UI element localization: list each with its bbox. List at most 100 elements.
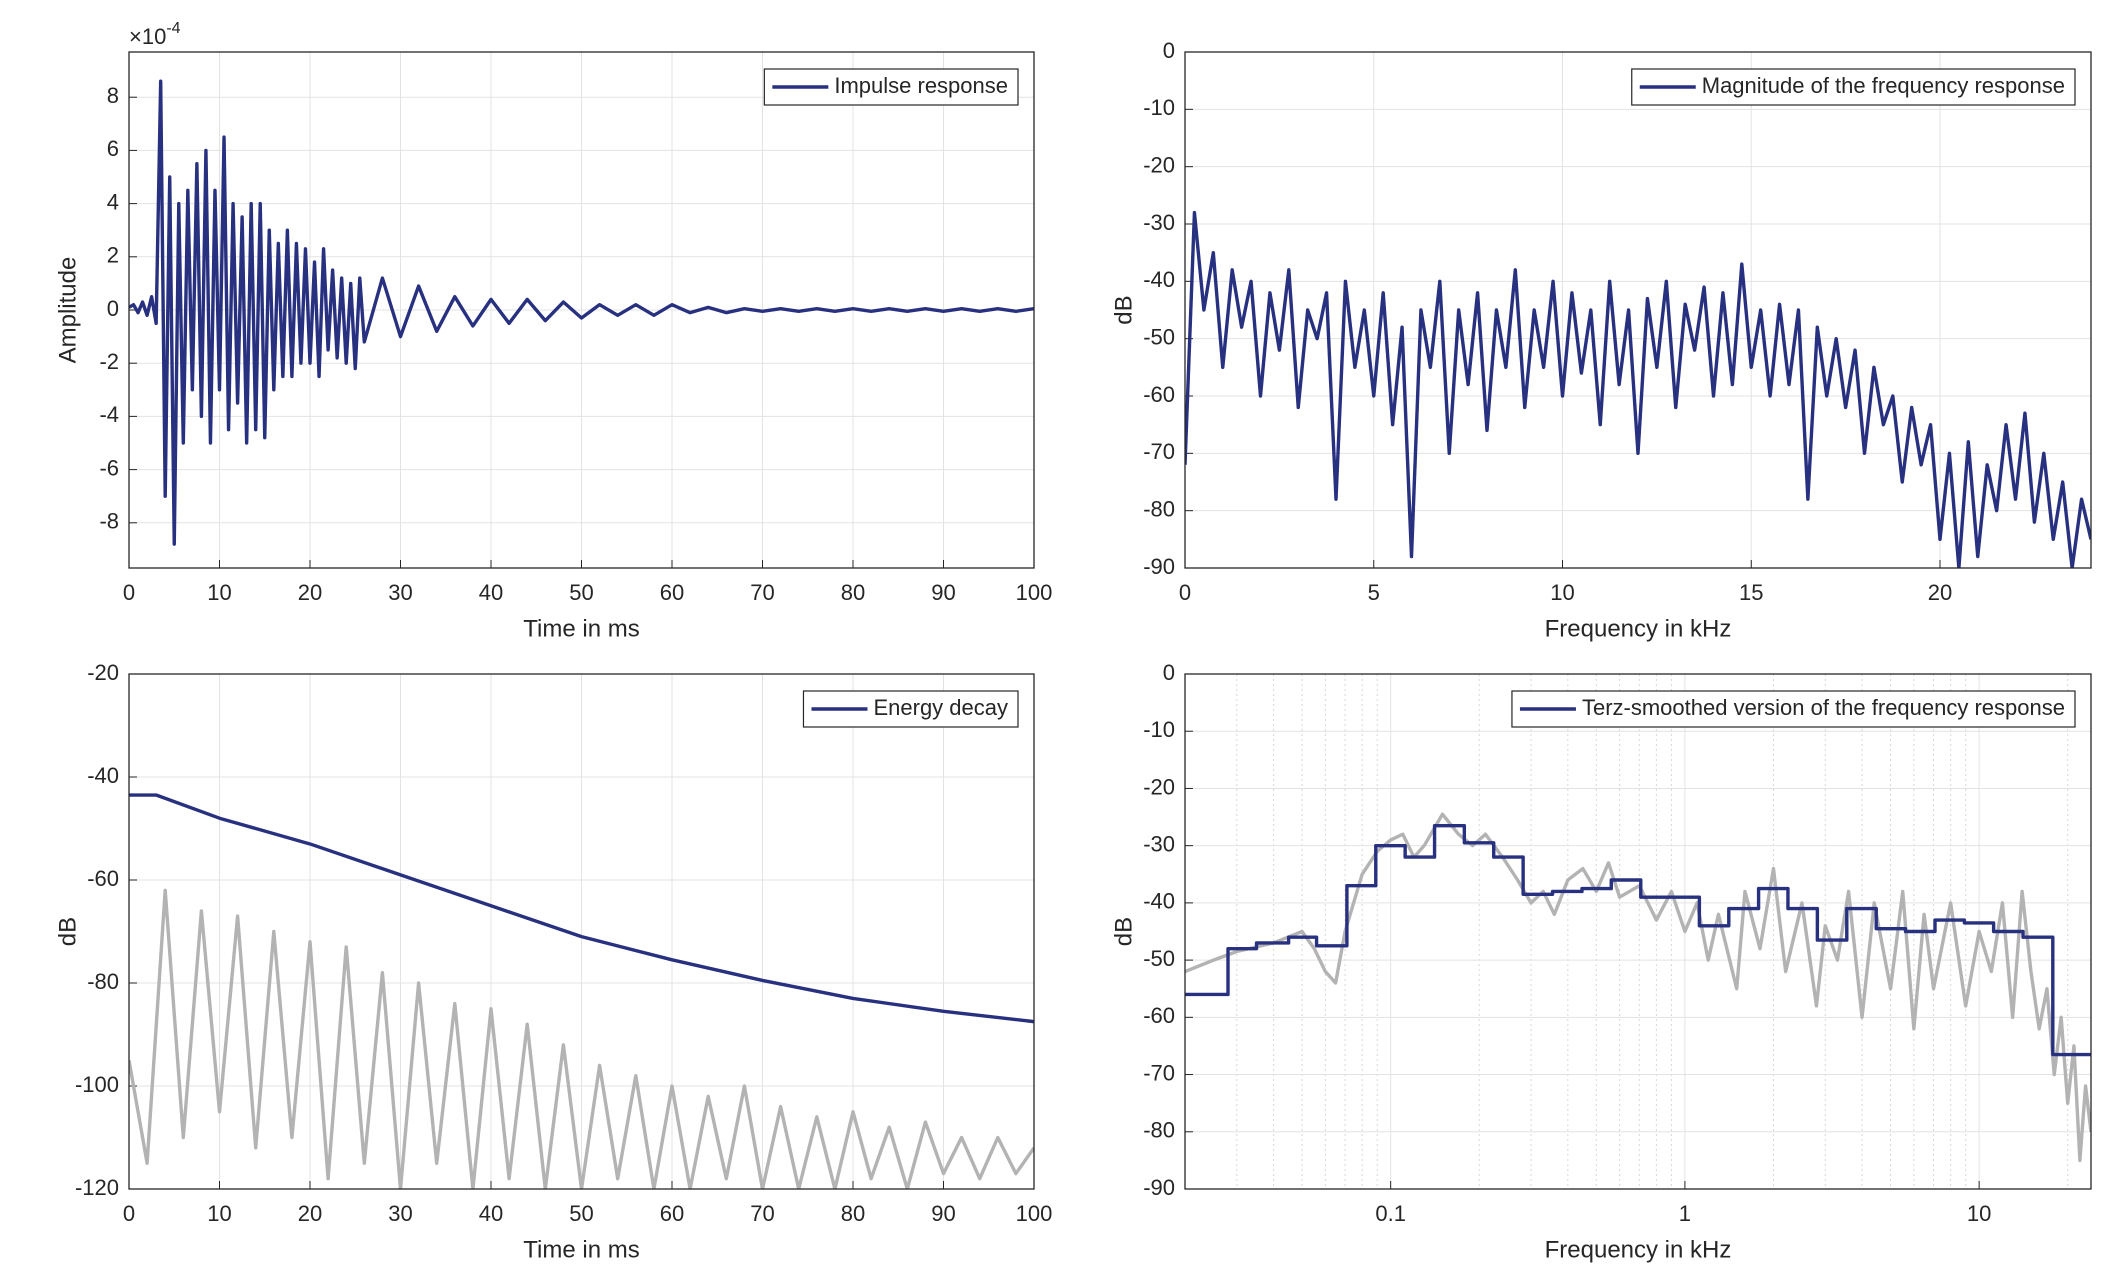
x-tick-label: 15 bbox=[1739, 580, 1763, 605]
x-tick-label: 90 bbox=[931, 1201, 955, 1226]
y-tick-label: -2 bbox=[99, 349, 119, 374]
x-tick-label: 20 bbox=[1928, 580, 1952, 605]
legend-label: Magnitude of the frequency response bbox=[1702, 73, 2065, 98]
x-tick-label: 70 bbox=[750, 580, 774, 605]
x-tick-label: 50 bbox=[569, 1201, 593, 1226]
x-tick-label: 10 bbox=[1550, 580, 1574, 605]
y-tick-label: -80 bbox=[1143, 496, 1175, 521]
y-tick-label: -40 bbox=[1143, 267, 1175, 292]
y-tick-label: -90 bbox=[1143, 554, 1175, 579]
y-tick-label: -80 bbox=[1143, 1118, 1175, 1143]
x-tick-label: 60 bbox=[660, 1201, 684, 1226]
axes-frame bbox=[128, 51, 1035, 569]
y-tick-label: 6 bbox=[107, 136, 119, 161]
legend: Energy decay bbox=[802, 690, 1019, 728]
y-tick-label: -30 bbox=[1143, 831, 1175, 856]
legend-box bbox=[1631, 68, 2076, 106]
legend: Magnitude of the frequency response bbox=[1631, 68, 2076, 106]
x-tick-label: 40 bbox=[479, 1201, 503, 1226]
x-tick-label: 50 bbox=[569, 580, 593, 605]
axes-frame bbox=[1184, 51, 2092, 569]
y-tick-label: 0 bbox=[1163, 38, 1175, 63]
x-axis-label: Time in ms bbox=[523, 615, 639, 642]
y-tick-label: 2 bbox=[107, 243, 119, 268]
x-tick-label: 100 bbox=[1016, 580, 1053, 605]
y-axis-label: dB bbox=[1110, 295, 1137, 324]
x-axis-label: Frequency in kHz bbox=[1545, 1236, 1732, 1263]
x-tick-label: 30 bbox=[388, 580, 412, 605]
y-tick-label: -50 bbox=[1143, 946, 1175, 971]
x-tick-label: 90 bbox=[931, 580, 955, 605]
series-line bbox=[1185, 210, 2091, 568]
x-tick-label: 100 bbox=[1016, 1201, 1053, 1226]
y-tick-label: -8 bbox=[99, 509, 119, 534]
y-axis-label: dB bbox=[1110, 917, 1137, 946]
y-tick-label: -80 bbox=[87, 969, 119, 994]
y-tick-label: -6 bbox=[99, 455, 119, 480]
legend: Terz-smoothed version of the frequency r… bbox=[1511, 690, 2076, 728]
y-multiplier: ×10-4 bbox=[129, 20, 181, 49]
x-axis-label: Frequency in kHz bbox=[1545, 615, 1732, 642]
series-line bbox=[1185, 823, 2091, 1057]
series-line bbox=[129, 79, 1034, 546]
y-tick-label: 0 bbox=[107, 296, 119, 321]
y-tick-label: -20 bbox=[87, 660, 119, 685]
subplot: 0 5 10 15 20 -90 -80 -70 -60 -50 -40 -30 -20 -10 0 Freq… bbox=[1110, 38, 2092, 642]
y-tick-label: -10 bbox=[1143, 95, 1175, 120]
y-tick-label: -50 bbox=[1143, 324, 1175, 349]
y-tick-label: 4 bbox=[107, 189, 119, 214]
axes-frame bbox=[1184, 673, 2092, 1190]
x-tick-label: 0 bbox=[123, 1201, 135, 1226]
axes-frame bbox=[128, 673, 1035, 1190]
x-tick-label: 1 bbox=[1679, 1201, 1691, 1226]
x-tick-label: 80 bbox=[841, 1201, 865, 1226]
x-tick-label: 20 bbox=[298, 1201, 322, 1226]
y-tick-label: -20 bbox=[1143, 774, 1175, 799]
y-tick-label: -30 bbox=[1143, 210, 1175, 235]
subplot: 0.1 1 10 -90 -80 -70 -60 -50 -40 -30 -20 -10 0 Freque… bbox=[1110, 660, 2092, 1263]
subplot: 0 10 20 30 40 50 60 70 80 90 100 -120 -100 -80 -60 -40 -… bbox=[54, 660, 1052, 1264]
x-tick-label: 60 bbox=[660, 580, 684, 605]
series-line bbox=[129, 793, 1034, 1024]
y-tick-label: -20 bbox=[1143, 152, 1175, 177]
x-tick-label: 5 bbox=[1368, 580, 1380, 605]
y-tick-label: -4 bbox=[99, 402, 119, 427]
y-axis-label: Amplitude bbox=[54, 257, 81, 364]
x-tick-label: 10 bbox=[207, 1201, 231, 1226]
y-tick-label: -70 bbox=[1143, 439, 1175, 464]
legend-label: Energy decay bbox=[873, 695, 1008, 720]
x-tick-label: 10 bbox=[207, 580, 231, 605]
y-tick-label: -60 bbox=[87, 866, 119, 891]
x-tick-label: 70 bbox=[750, 1201, 774, 1226]
y-multiplier-exponent: -4 bbox=[166, 20, 180, 37]
x-tick-label: 0 bbox=[123, 580, 135, 605]
x-tick-label: 0.1 bbox=[1375, 1201, 1406, 1226]
y-tick-label: -70 bbox=[1143, 1060, 1175, 1085]
subplot: 0 10 20 30 40 50 60 70 80 90 100 -8 -6 -4 -2 0 2 4 6 8 Time … bbox=[54, 20, 1052, 642]
x-tick-label: 0 bbox=[1179, 580, 1191, 605]
x-tick-label: 80 bbox=[841, 580, 865, 605]
legend-label: Impulse response bbox=[834, 73, 1008, 98]
x-tick-label: 40 bbox=[479, 580, 503, 605]
y-tick-label: -90 bbox=[1143, 1175, 1175, 1200]
x-tick-label: 30 bbox=[388, 1201, 412, 1226]
plot-area bbox=[1185, 674, 2091, 1189]
y-tick-label: -10 bbox=[1143, 717, 1175, 742]
legend-box bbox=[1511, 690, 2076, 728]
legend: Impulse response bbox=[763, 68, 1019, 106]
series-line bbox=[129, 888, 1034, 1189]
y-tick-label: -60 bbox=[1143, 382, 1175, 407]
y-tick-label: -120 bbox=[75, 1175, 119, 1200]
y-multiplier-base: ×10 bbox=[129, 24, 166, 49]
series-line bbox=[1185, 812, 2091, 1163]
y-axis-label: dB bbox=[54, 917, 81, 946]
x-tick-label: 10 bbox=[1967, 1201, 1991, 1226]
y-tick-label: -40 bbox=[1143, 889, 1175, 914]
y-tick-label: 8 bbox=[107, 83, 119, 108]
y-tick-label: -60 bbox=[1143, 1003, 1175, 1028]
x-axis-label: Time in ms bbox=[523, 1236, 639, 1263]
x-tick-label: 20 bbox=[298, 580, 322, 605]
y-tick-label: -100 bbox=[75, 1072, 119, 1097]
y-tick-label: -40 bbox=[87, 763, 119, 788]
